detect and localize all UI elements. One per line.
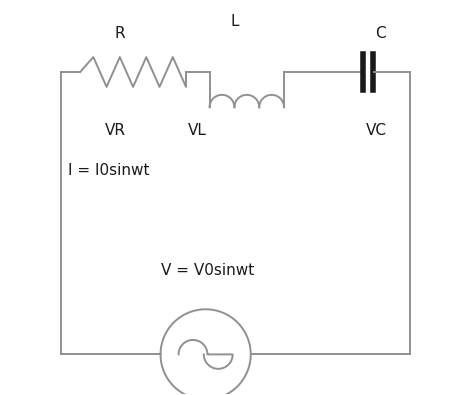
Text: I = I0sinwt: I = I0sinwt	[68, 163, 150, 177]
Text: L: L	[231, 14, 239, 29]
Text: R: R	[114, 26, 125, 41]
Text: VC: VC	[366, 123, 387, 138]
Text: VL: VL	[188, 123, 207, 138]
Text: C: C	[375, 26, 385, 41]
Text: V = V0sinwt: V = V0sinwt	[161, 263, 254, 278]
Text: VR: VR	[105, 123, 126, 138]
